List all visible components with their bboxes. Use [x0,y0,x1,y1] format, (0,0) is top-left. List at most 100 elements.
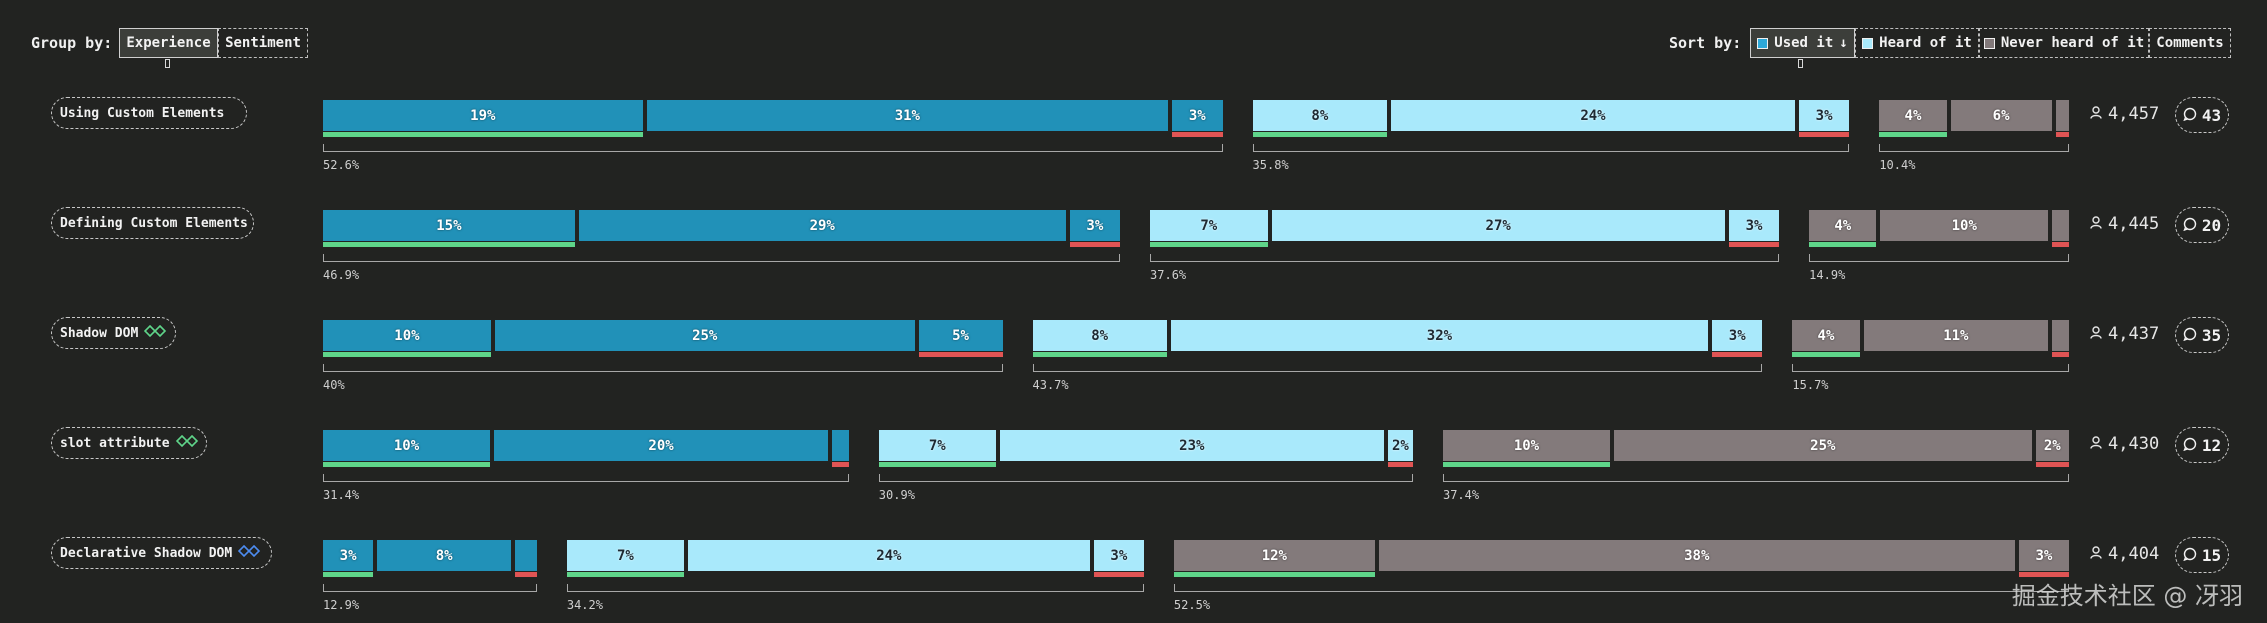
never-segment[interactable]: 4% [1809,210,1877,241]
segment-value-label: 29% [809,217,835,234]
segment-value-label: 2% [2043,437,2061,454]
heard-segment[interactable]: 3% [1093,540,1144,571]
heard-segment[interactable]: 32% [1170,320,1709,351]
never-segment[interactable] [2052,210,2069,241]
heard-segment[interactable]: 24% [688,540,1090,571]
never-segment[interactable]: 25% [1614,430,2032,461]
positive-underline [1173,572,1375,577]
never-segment[interactable]: 12% [1173,540,1375,571]
segment-value-label: 5% [952,327,969,344]
heard-segment[interactable]: 7% [566,540,685,571]
feature-label-pill[interactable]: Defining Custom Elements [51,207,254,239]
watermark: 掘金技术社区 @ 冴羽 [2011,582,2243,610]
used-segment[interactable]: 5% [918,320,1003,351]
comments-button[interactable]: 35 [2175,317,2229,353]
used-segment[interactable]: 19% [323,100,643,131]
used-segment[interactable]: 15% [323,210,575,241]
respondent-number: 4,404 [2108,544,2160,564]
comments-button[interactable]: 12 [2175,427,2229,463]
heard-segment[interactable]: 8% [1252,100,1388,131]
heard-segment[interactable]: 3% [1798,100,1850,131]
never-heard-swatch-icon [1983,37,1995,49]
heard-segment[interactable]: 7% [878,430,996,461]
used-segment[interactable]: 3% [323,540,374,571]
positive-underline [1792,352,1860,357]
segment-value-label: 3% [1086,217,1104,234]
heard-segment[interactable]: 8% [1032,320,1167,351]
heard-segment[interactable]: 24% [1391,100,1795,131]
sort-comments-button[interactable]: Comments [2149,28,2231,58]
never-segment[interactable]: 4% [1879,100,1947,131]
never-segment[interactable] [2052,320,2069,351]
respondent-number: 4,445 [2108,214,2160,234]
user-icon [2090,434,2102,454]
used-segment[interactable]: 3% [1069,210,1121,241]
group-by-sentiment-button[interactable]: Sentiment [218,28,308,58]
heard-segment[interactable]: 3% [1712,320,1763,351]
used-total-label: 31.4% [323,488,360,502]
segment-value-label: 10% [1513,437,1540,454]
comments-button[interactable]: 15 [2175,537,2229,573]
heard-segment[interactable]: 27% [1271,210,1725,241]
used-total-bracket [323,254,1121,262]
comment-count: 12 [2201,435,2222,455]
negative-underline [1728,242,1780,247]
sort-used-it-label: Used it [1774,35,1834,51]
heard-total-bracket [1150,254,1780,262]
heard-segment[interactable]: 7% [1150,210,1268,241]
heard-segment[interactable]: 23% [999,430,1384,461]
used-segment[interactable]: 31% [646,100,1169,131]
never-segment[interactable]: 2% [2035,430,2069,461]
positive-underline [1442,462,1610,467]
never-segment[interactable]: 10% [1442,430,1610,461]
feature-label-pill[interactable]: Shadow DOM [51,317,176,349]
text-cursor-icon [165,59,170,68]
heard-segment[interactable]: 3% [1728,210,1780,241]
used-segment[interactable]: 20% [494,430,829,461]
never-segment[interactable] [2055,100,2069,131]
used-segment[interactable]: 10% [323,430,491,461]
diamonds-blue-icon [238,544,262,561]
segment-value-label: 2% [1392,437,1409,454]
sort-used-it-button[interactable]: Used it ↓ [1750,28,1855,58]
never-segment[interactable]: 11% [1863,320,2049,351]
respondent-count: 4,430 [2090,434,2159,454]
comments-button[interactable]: 43 [2175,97,2229,133]
used-segment[interactable]: 29% [578,210,1066,241]
segment-value-label: 15% [436,217,462,234]
used-segment[interactable]: 10% [323,320,491,351]
used-segment[interactable] [832,430,849,461]
positive-underline [1252,132,1388,137]
positive-underline [878,462,996,467]
never-total-label: 15.7% [1792,378,1829,392]
segment-value-label: 19% [470,107,496,124]
feature-label-pill[interactable]: slot attribute [51,427,207,459]
used-segment[interactable] [515,540,537,571]
used-segment[interactable]: 25% [494,320,915,351]
sort-heard-of-it-button[interactable]: Heard of it [1855,28,1979,58]
user-icon [2090,544,2102,564]
comment-count: 20 [2201,215,2222,235]
group-by-experience-button[interactable]: Experience [119,28,218,58]
feature-name: Shadow DOM [60,325,139,341]
heard-of-it-swatch-icon [1862,37,1874,49]
never-segment[interactable]: 10% [1880,210,2049,241]
used-segment[interactable]: 8% [377,540,512,571]
feature-label-pill[interactable]: Using Custom Elements [51,97,247,129]
segment-value-label: 20% [648,437,674,454]
never-segment[interactable]: 6% [1950,100,2052,131]
never-segment[interactable]: 4% [1792,320,1860,351]
used-segment[interactable]: 3% [1172,100,1223,131]
feature-label-pill[interactable]: Declarative Shadow DOM [51,537,272,569]
never-segment[interactable]: 38% [1378,540,2015,571]
sort-never-heard-button[interactable]: Never heard of it [1979,28,2149,58]
heard-segment[interactable]: 2% [1387,430,1413,461]
positive-underline [323,572,374,577]
heard-total-label: 37.6% [1150,268,1187,282]
diamonds-green-icon [144,324,168,341]
never-segment[interactable]: 3% [2018,540,2069,571]
used-total-bracket [323,144,1223,152]
comment-bubble-icon [2183,436,2197,455]
positive-underline [1032,352,1167,357]
comments-button[interactable]: 20 [2175,207,2229,243]
